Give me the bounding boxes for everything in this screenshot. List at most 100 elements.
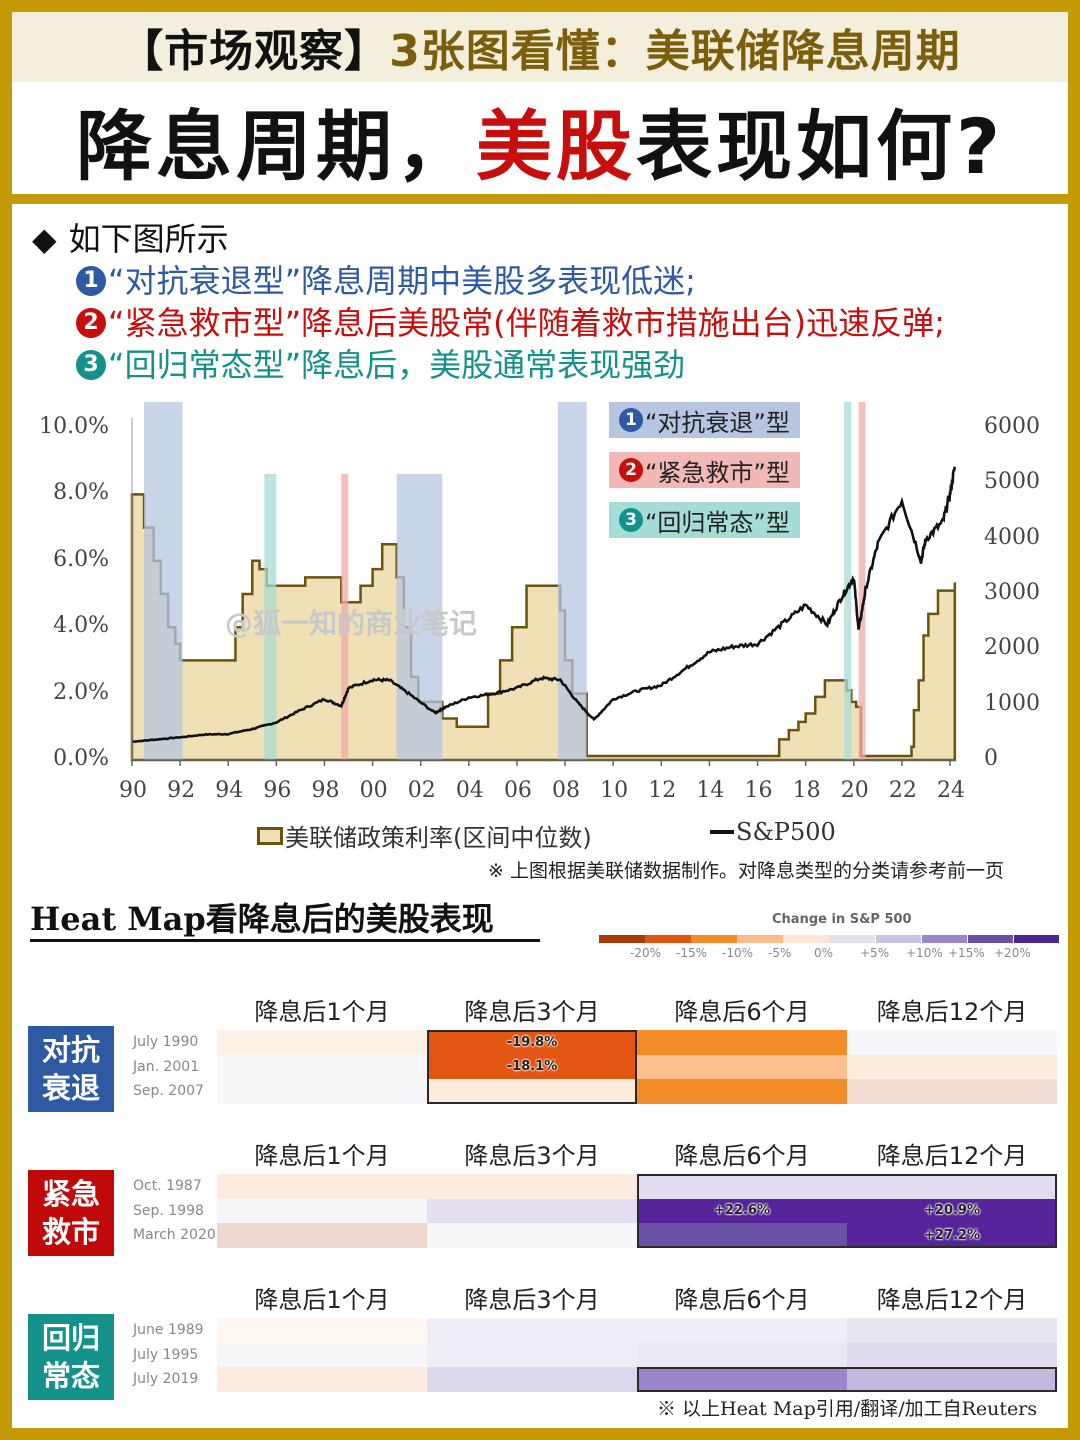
scale-swatch [829,935,875,943]
number-1-icon: 1 [619,408,643,432]
number-1-icon: 1 [76,266,106,296]
column-header: 降息后6个月 [674,998,810,1026]
heatmap-cell [847,1318,1057,1343]
watermark: @狐一知的商业笔记 [225,607,478,640]
y-left-tick-label: 2.0% [53,679,109,705]
headline-part-a: 降息周期， [75,102,476,191]
group-label-3: 回归 常态 [28,1314,114,1400]
x-tick-label: 92 [167,778,196,803]
group-label-2: 紧急 救市 [28,1170,114,1256]
number-2-icon: 2 [76,308,106,338]
scale-swatch [875,935,922,943]
intro-lead-text: 如下图所示 [68,220,229,258]
y-left-tick-label: 4.0% [53,613,109,639]
heatmap-cell [427,1367,637,1392]
x-tick-label: 24 [937,778,965,803]
cell-value: +20.9% [924,1203,980,1219]
column-header: 降息后12个月 [876,1142,1028,1170]
x-tick-label: 10 [600,778,629,803]
x-tick-label: 02 [407,778,436,803]
x-tick-label: 22 [888,778,917,803]
x-tick-label: 16 [744,778,773,803]
shaded-period [264,474,277,760]
x-tick-label: 04 [455,778,484,803]
intro-item-text: “紧急救市型”降息后美股常(伴随着救市措施出台)迅速反弹; [108,304,945,342]
content-panel: ◆ 如下图所示 1 “对抗衰退型”降息周期中美股多表现低迷; 2 “紧急救市型”… [12,204,1068,1428]
group-label-text: 回归 常态 [41,1321,100,1393]
header-tag: 【市场观察】 [119,26,390,77]
number-3-icon: 3 [619,508,643,532]
heatmap-cell: -18.1% [427,1054,637,1079]
cell-value: -18.1% [506,1059,558,1075]
cell-value: +27.2% [924,1227,980,1243]
highlight-box [427,1030,637,1104]
shaded-period [144,402,183,760]
heatmap-cell [637,1174,847,1199]
row-date: July 1995 [133,1346,199,1363]
scale-tick: +5% [860,946,890,960]
heatmap-cell [217,1079,427,1104]
x-tick-label: 96 [263,778,292,803]
row-date: Jan. 2001 [133,1058,200,1075]
heatmap-cell [217,1342,427,1367]
legend-label: “回归常态”型 [645,508,790,537]
heatmap-cell: +22.6% [637,1198,847,1223]
row-date: March 2020 [133,1227,216,1243]
row-date: July 2019 [133,1371,199,1387]
heatmap-cell [217,1223,427,1248]
sp500-line-swatch [710,830,734,834]
legend-fed-rate: 美联储政策利率(区间中位数) [257,818,592,853]
row-date: Sep. 1998 [133,1202,204,1219]
x-tick-label: 00 [359,778,388,803]
legend-type-1: 1 “对抗衰退”型 [609,402,800,438]
row-dates: July 1990 Jan. 2001 Sep. 2007 [133,1030,204,1104]
column-header: 降息后6个月 [674,1142,810,1170]
heatmap-cell [847,1030,1057,1055]
title-underline [30,939,540,942]
intro-item-3: 3 “回归常态型”降息后，美股通常表现强劲 [32,344,945,386]
column-header: 降息后3个月 [464,1286,600,1314]
intro-list: ◆ 如下图所示 1 “对抗衰退型”降息周期中美股多表现低迷; 2 “紧急救市型”… [32,218,945,386]
scale-tick: +15% [948,946,985,960]
legend-fed-rate-label: 美联储政策利率(区间中位数) [285,824,592,852]
y-right-tick-label: 6000 [984,414,1040,439]
x-tick-label: 12 [648,778,677,803]
x-tick-label: 08 [552,778,581,803]
scale-tick: +20% [994,946,1031,960]
scale-swatch [645,935,691,943]
column-header: 降息后6个月 [674,1286,810,1314]
sp500-line [131,466,957,744]
scale-swatch [921,935,968,943]
intro-item-text: “回归常态型”降息后，美股通常表现强劲 [108,346,686,384]
y-right-tick-label: 3000 [984,580,1040,605]
legend-type-2: 2 “紧急救市”型 [609,452,800,488]
scale-swatch [691,935,737,943]
headline-highlight: 美股 [475,102,636,191]
header: 【市场观察】 3张图看懂：美联储降息周期 降息周期， 美股 表现如何? [12,12,1068,194]
scale-swatch [967,935,1014,943]
number-2-icon: 2 [619,458,643,482]
subtitle-band: 【市场观察】 3张图看懂：美联储降息周期 [12,12,1068,82]
heatmap-cell [637,1079,847,1104]
column-header: 降息后1个月 [254,998,390,1026]
heatmap-cell [637,1342,847,1367]
heatmap-cell [217,1367,427,1392]
heatmap-cell [847,1054,1057,1079]
heatmap-cell: +20.9% [847,1198,1057,1223]
group-label-text: 紧急 救市 [41,1177,100,1249]
highlight-box [637,1367,1057,1392]
y-right-tick-label: 4000 [984,524,1040,550]
scale-swatch [599,935,645,943]
scale-tick: 0% [814,946,834,960]
heatmap-cell [427,1318,637,1343]
heatmap-cell [847,1079,1057,1104]
heatmap-note: ※ 以上Heat Map引用/翻译/加工自Reuters [657,1398,1038,1420]
heatmap-cell [427,1342,637,1367]
scale-tick: -5% [768,946,792,960]
column-header: 降息后12个月 [876,998,1028,1026]
row-date: June 1989 [133,1322,204,1338]
y-left-tick-label: 6.0% [53,546,109,572]
x-tick-label: 06 [503,778,532,803]
y-right-tick-label: 2000 [984,635,1040,661]
heatmap-cell: -19.8% [427,1030,637,1055]
